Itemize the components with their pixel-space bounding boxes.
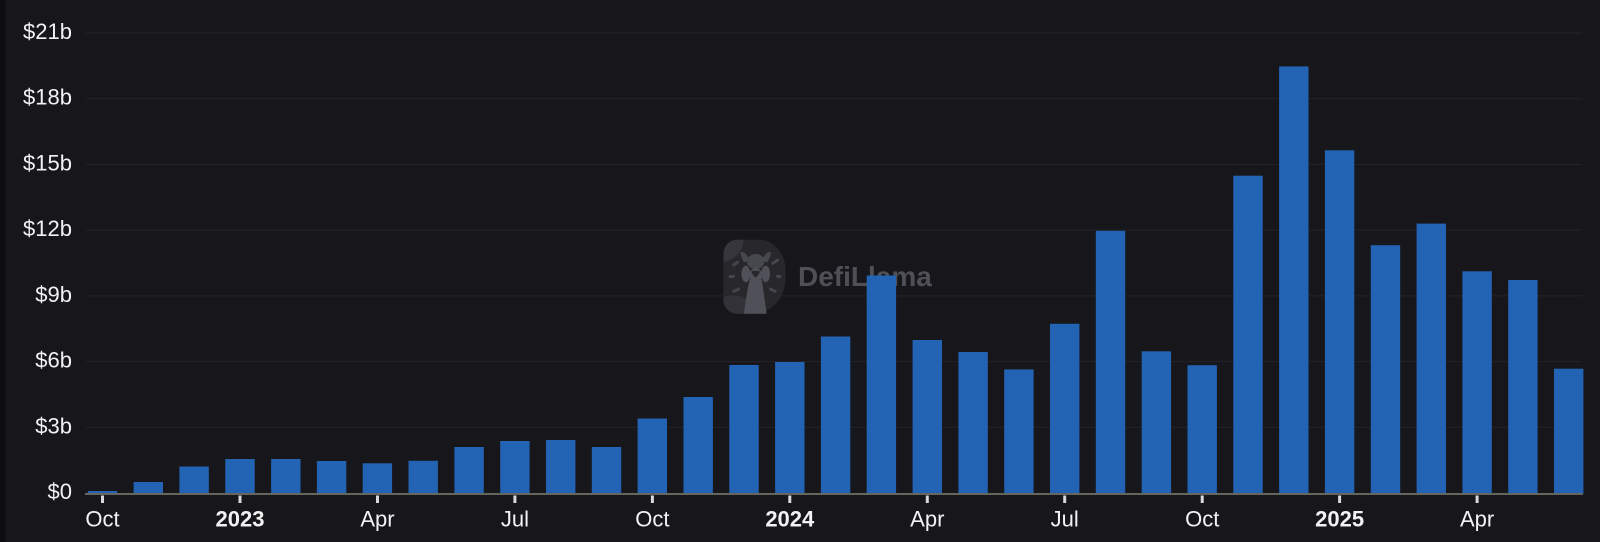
svg-text:Apr: Apr <box>1460 507 1494 532</box>
svg-text:Apr: Apr <box>910 507 944 532</box>
svg-text:Oct: Oct <box>85 507 119 532</box>
svg-text:Jul: Jul <box>1051 507 1079 532</box>
svg-text:$15b: $15b <box>23 150 72 175</box>
svg-text:DefiLlama: DefiLlama <box>798 261 932 292</box>
svg-text:2025: 2025 <box>1315 507 1364 532</box>
svg-text:$18b: $18b <box>23 85 72 110</box>
svg-text:$6b: $6b <box>35 348 72 373</box>
svg-text:$12b: $12b <box>23 216 72 241</box>
svg-text:2023: 2023 <box>216 507 265 532</box>
svg-text:Jul: Jul <box>501 507 529 532</box>
svg-text:$9b: $9b <box>35 282 72 307</box>
svg-text:Oct: Oct <box>635 507 669 532</box>
svg-text:Oct: Oct <box>1185 507 1219 532</box>
svg-text:$0: $0 <box>48 479 72 504</box>
svg-text:Apr: Apr <box>360 507 394 532</box>
svg-text:$21b: $21b <box>23 19 72 44</box>
svg-text:2024: 2024 <box>765 507 815 532</box>
svg-text:$3b: $3b <box>35 413 72 438</box>
